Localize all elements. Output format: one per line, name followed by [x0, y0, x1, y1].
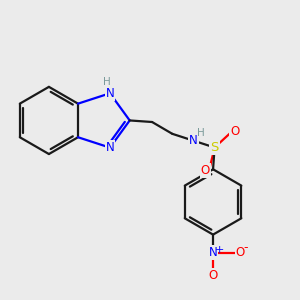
Text: N: N	[106, 141, 114, 154]
Text: N: N	[106, 87, 114, 100]
Text: N: N	[209, 246, 218, 259]
Text: H: H	[197, 128, 205, 138]
Text: O: O	[201, 164, 210, 177]
Text: N: N	[189, 134, 198, 147]
Text: +: +	[215, 244, 225, 254]
Text: -: -	[244, 242, 248, 254]
Text: S: S	[210, 141, 219, 154]
Text: O: O	[230, 124, 239, 137]
Text: H: H	[103, 77, 111, 87]
Text: O: O	[236, 246, 245, 259]
Text: O: O	[208, 268, 218, 281]
